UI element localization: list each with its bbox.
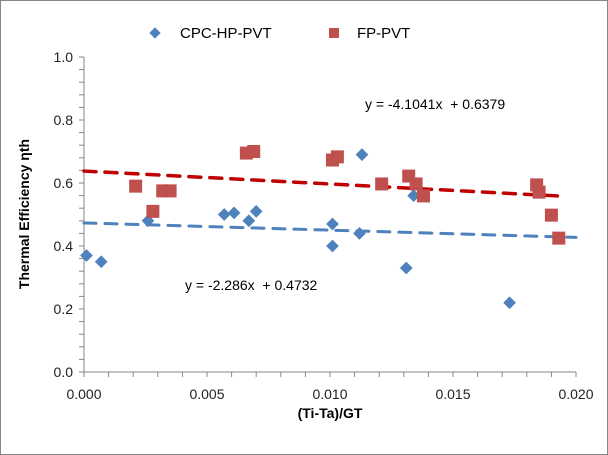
legend-item-cpc-hp-pvt: CPC-HP-PVT [149, 25, 272, 42]
y-axis-title: Thermal Efficiency ηth [16, 139, 32, 289]
data-point-fp-pvt [146, 204, 160, 218]
data-point-cpc-hp-pvt [94, 255, 108, 269]
y-tick-label: 0.6 [54, 175, 74, 191]
y-tick-label: 1.0 [54, 49, 74, 65]
legend-diamond-icon [149, 27, 161, 39]
legend-label-fp-pvt: FP-PVT [357, 25, 410, 42]
data-point-cpc-hp-pvt [227, 206, 241, 220]
data-point-fp-pvt [416, 189, 430, 203]
data-point-fp-pvt [330, 150, 344, 164]
data-point-fp-pvt [552, 231, 566, 245]
data-point-cpc-hp-pvt [217, 208, 231, 221]
x-axis-title: (Ti-Ta)/GT [298, 405, 363, 421]
data-point-fp-pvt [247, 145, 261, 158]
data-point-fp-pvt [409, 177, 423, 191]
data-point-cpc-hp-pvt [80, 249, 93, 262]
data-point-fp-pvt [532, 185, 546, 199]
y-tick-label: 0.0 [54, 364, 74, 380]
x-tick-label: 0.015 [435, 386, 470, 402]
legend-label-cpc-hp-pvt: CPC-HP-PVT [180, 25, 272, 42]
trendline-cpc-hp-pvt [82, 221, 578, 239]
data-points [80, 145, 566, 310]
data-point-fp-pvt [375, 177, 389, 191]
axes: 0.0 0.2 0.4 0.6 0.8 1.0 0.000 0.005 0.010 0.015 0.… [54, 49, 594, 402]
data-point-fp-pvt [544, 208, 558, 222]
legend: CPC-HP-PVT FP-PVT [149, 25, 410, 42]
x-tick-label: 0.000 [66, 386, 101, 402]
x-tick-label: 0.005 [189, 386, 224, 402]
data-point-cpc-hp-pvt [355, 148, 369, 162]
y-tick-label: 0.8 [54, 112, 74, 128]
data-point-cpc-hp-pvt [407, 189, 421, 202]
data-point-fp-pvt [163, 184, 177, 198]
x-tick-label: 0.010 [312, 386, 347, 402]
y-tick-label: 0.2 [54, 301, 74, 317]
y-tick-label: 0.4 [54, 238, 74, 254]
trendlines [82, 169, 578, 239]
data-point-cpc-hp-pvt [249, 204, 263, 218]
trendline-equation-fp-pvt: y = -4.1041x + 0.6379 [365, 96, 505, 112]
legend-square-icon [329, 28, 339, 38]
data-point-fp-pvt [129, 179, 143, 193]
trendline-fp-pvt [82, 169, 561, 198]
data-point-cpc-hp-pvt [503, 296, 516, 310]
trendline-equation-cpc-hp-pvt: y = -2.286x + 0.4732 [185, 277, 318, 293]
x-tick-label: 0.020 [558, 386, 593, 402]
data-point-cpc-hp-pvt [353, 227, 366, 240]
data-point-cpc-hp-pvt [326, 239, 339, 253]
data-point-cpc-hp-pvt [399, 261, 413, 275]
data-point-cpc-hp-pvt [326, 217, 339, 231]
legend-item-fp-pvt: FP-PVT [329, 25, 410, 42]
data-point-cpc-hp-pvt [242, 214, 256, 228]
